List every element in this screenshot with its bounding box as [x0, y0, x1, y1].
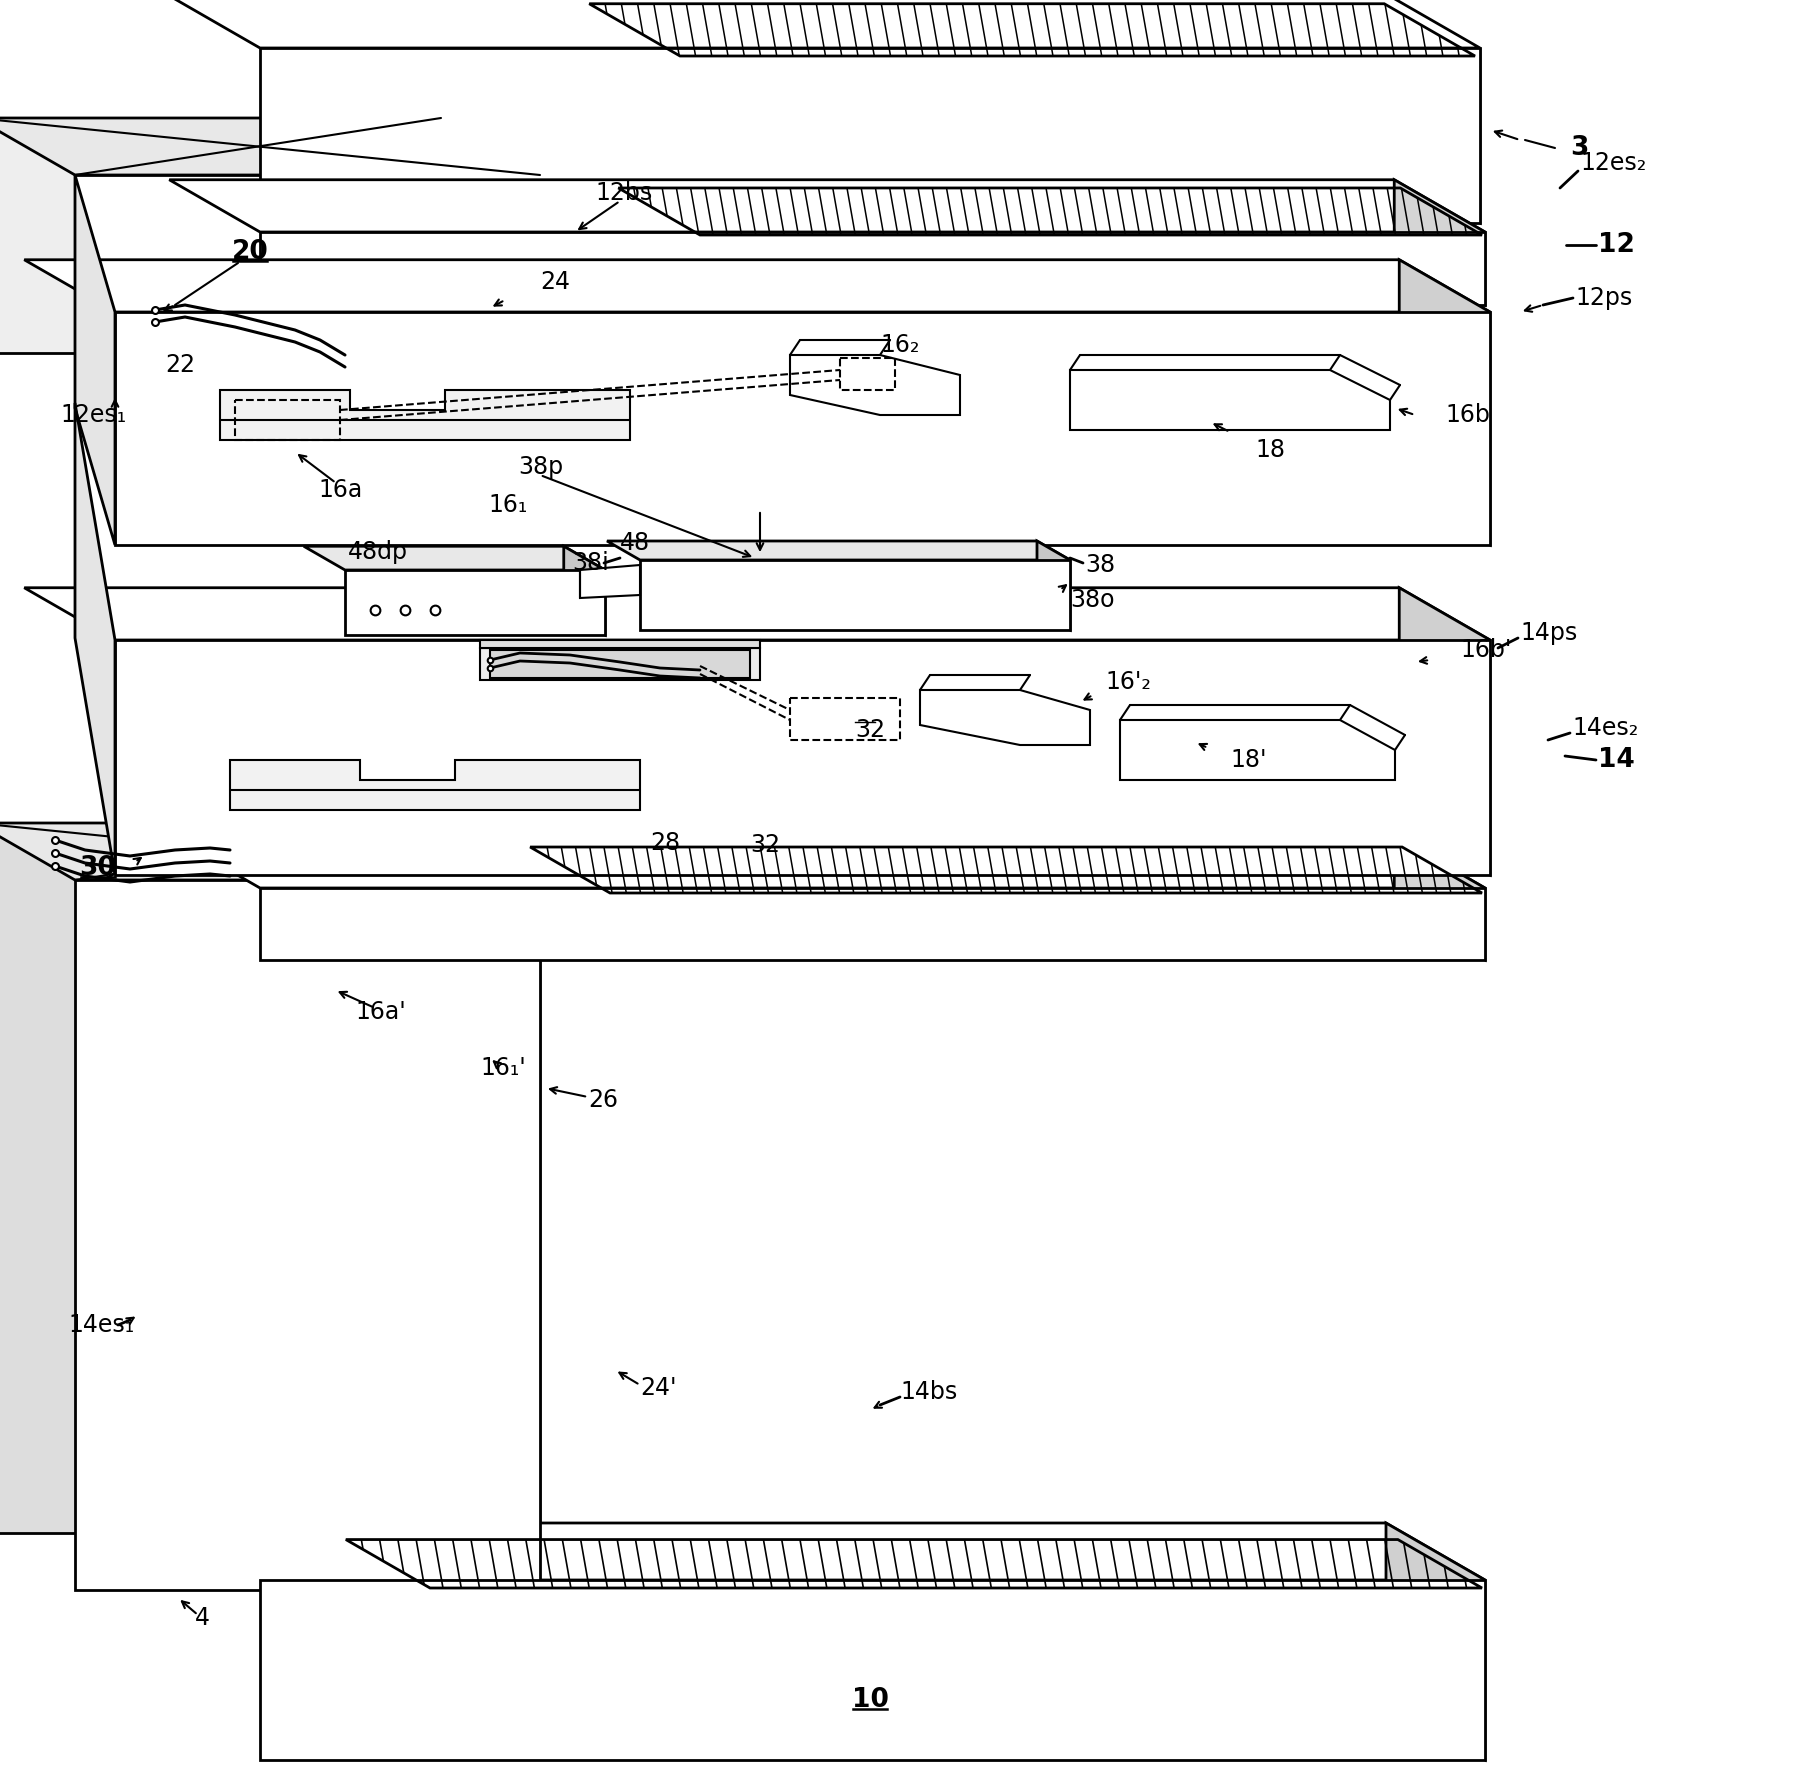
Polygon shape	[607, 542, 1069, 560]
Polygon shape	[345, 570, 606, 634]
Text: 14: 14	[1598, 747, 1635, 773]
Text: 38p: 38p	[518, 454, 562, 479]
Polygon shape	[1394, 836, 1484, 960]
Polygon shape	[0, 118, 440, 353]
Text: 3: 3	[1571, 135, 1589, 160]
Polygon shape	[480, 640, 760, 649]
Polygon shape	[1385, 1524, 1484, 1761]
Polygon shape	[169, 180, 1484, 232]
Polygon shape	[115, 312, 1490, 545]
Text: 12ps: 12ps	[1574, 285, 1632, 310]
Text: 24: 24	[541, 271, 570, 294]
Text: 10: 10	[852, 1688, 888, 1713]
Text: 38i: 38i	[571, 551, 609, 576]
Text: 38o: 38o	[1069, 588, 1114, 611]
Text: 16b: 16b	[1445, 403, 1490, 428]
Text: 30: 30	[79, 855, 117, 880]
Text: 18: 18	[1254, 438, 1285, 462]
Polygon shape	[1394, 180, 1484, 305]
Text: 26: 26	[588, 1089, 618, 1112]
Polygon shape	[261, 887, 1484, 960]
Text: 38: 38	[1085, 552, 1116, 577]
Text: 16₂: 16₂	[881, 333, 920, 356]
Polygon shape	[219, 390, 631, 440]
Polygon shape	[920, 690, 1091, 745]
Polygon shape	[0, 118, 541, 175]
Text: 12bs: 12bs	[595, 182, 652, 205]
Polygon shape	[1037, 542, 1069, 631]
Text: 16₁': 16₁'	[480, 1057, 527, 1080]
Text: 12: 12	[1598, 232, 1635, 258]
Text: 18': 18'	[1229, 748, 1267, 772]
Text: 48: 48	[620, 531, 651, 554]
Text: 24': 24'	[640, 1376, 676, 1401]
Polygon shape	[640, 560, 1069, 631]
Text: 16₁: 16₁	[489, 494, 527, 517]
Polygon shape	[75, 880, 541, 1590]
Text: 14bs: 14bs	[900, 1379, 958, 1404]
Polygon shape	[1400, 260, 1490, 545]
Polygon shape	[580, 565, 640, 599]
Text: 32: 32	[749, 832, 780, 857]
Polygon shape	[169, 0, 1481, 48]
Polygon shape	[440, 823, 541, 1590]
Polygon shape	[23, 260, 1490, 312]
Polygon shape	[162, 1524, 1484, 1581]
Text: 12es₂: 12es₂	[1580, 151, 1646, 175]
Text: 4: 4	[196, 1606, 210, 1631]
Polygon shape	[230, 759, 640, 811]
Text: 28: 28	[651, 830, 679, 855]
Polygon shape	[564, 547, 606, 634]
Text: 14ps: 14ps	[1520, 620, 1578, 645]
Text: 16a: 16a	[318, 478, 363, 503]
Polygon shape	[261, 1581, 1484, 1761]
Text: 48dp: 48dp	[349, 540, 408, 563]
Polygon shape	[1120, 720, 1394, 781]
Text: 22: 22	[165, 353, 196, 378]
Polygon shape	[115, 640, 1490, 875]
Polygon shape	[1389, 48, 1481, 223]
Text: 32: 32	[855, 718, 884, 741]
Polygon shape	[791, 355, 960, 415]
Polygon shape	[23, 588, 1490, 640]
Polygon shape	[261, 232, 1484, 305]
Polygon shape	[0, 823, 440, 1533]
Polygon shape	[1069, 371, 1391, 429]
Polygon shape	[480, 649, 760, 681]
Text: 16'₂: 16'₂	[1105, 670, 1150, 693]
Polygon shape	[75, 175, 541, 410]
Polygon shape	[491, 650, 749, 677]
Text: 16a': 16a'	[356, 1000, 406, 1025]
Polygon shape	[261, 48, 1481, 223]
Polygon shape	[1400, 588, 1490, 875]
Polygon shape	[75, 403, 115, 875]
Text: 16b': 16b'	[1459, 638, 1511, 661]
Polygon shape	[169, 836, 1484, 887]
Text: 20: 20	[232, 239, 268, 266]
Text: 14es₂: 14es₂	[1572, 716, 1639, 740]
Text: 12es₁: 12es₁	[59, 403, 126, 428]
Polygon shape	[75, 175, 115, 545]
Text: 14es₁: 14es₁	[68, 1313, 135, 1336]
Polygon shape	[304, 547, 606, 570]
Polygon shape	[0, 823, 541, 880]
